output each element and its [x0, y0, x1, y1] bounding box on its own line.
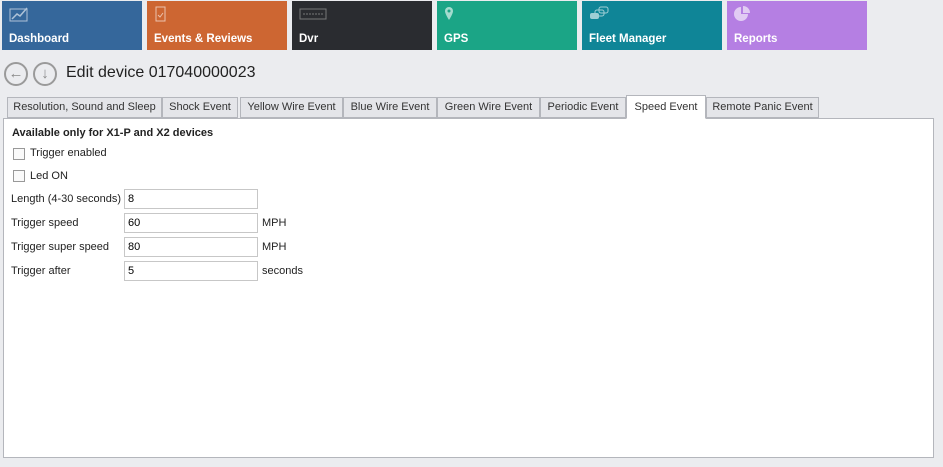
- tile-label: Fleet Manager: [589, 33, 667, 45]
- merge-logo-icon: [299, 8, 327, 20]
- length-label: Length (4-30 seconds): [11, 193, 122, 205]
- tile-label: Events & Reviews: [154, 33, 253, 45]
- tile-label: Dvr: [299, 33, 319, 45]
- length-input[interactable]: [124, 189, 258, 209]
- tab-green-wire-event[interactable]: Green Wire Event: [437, 97, 540, 118]
- tile-events-reviews[interactable]: Events & Reviews: [147, 1, 287, 50]
- tab-speed-event[interactable]: Speed Event: [626, 95, 706, 119]
- tile-label: GPS: [444, 33, 469, 45]
- tile-label: Reports: [734, 33, 778, 45]
- tab-remote-panic-event[interactable]: Remote Panic Event: [706, 97, 819, 118]
- trigger-speed-input[interactable]: [124, 213, 258, 233]
- tab-yellow-wire-event[interactable]: Yellow Wire Event: [240, 97, 343, 118]
- trigger-after-unit: seconds: [262, 265, 303, 277]
- tile-label: Dashboard: [9, 33, 70, 45]
- cars-icon: [590, 6, 609, 19]
- trigger-after-input[interactable]: [124, 261, 258, 281]
- tab-resolution-sound-sleep[interactable]: Resolution, Sound and Sleep: [7, 97, 162, 118]
- trigger-super-speed-label: Trigger super speed: [11, 241, 110, 253]
- led-on-label: Led ON: [30, 170, 68, 182]
- tab-shock-event[interactable]: Shock Event: [162, 97, 238, 118]
- tile-dvr[interactable]: Dvr: [292, 1, 432, 50]
- tab-blue-wire-event[interactable]: Blue Wire Event: [343, 97, 437, 118]
- pie-chart-icon: [734, 6, 750, 21]
- down-arrow-icon[interactable]: ↓: [33, 62, 57, 86]
- trigger-enabled-checkbox[interactable]: [13, 148, 25, 160]
- tile-gps[interactable]: GPS: [437, 1, 577, 50]
- back-arrow-icon[interactable]: ←: [4, 62, 28, 86]
- trigger-super-speed-unit: MPH: [262, 241, 287, 253]
- tile-fleet-manager[interactable]: Fleet Manager: [582, 1, 722, 50]
- map-pin-icon: [445, 7, 453, 20]
- page-title: Edit device 017040000023: [66, 64, 256, 81]
- section-header: Available only for X1-P and X2 devices: [12, 127, 214, 139]
- led-on-checkbox[interactable]: [13, 170, 25, 182]
- tile-dashboard[interactable]: Dashboard: [2, 1, 142, 50]
- trigger-speed-unit: MPH: [262, 217, 287, 229]
- clipboard-check-icon: [155, 6, 166, 22]
- tile-reports[interactable]: Reports: [727, 1, 867, 50]
- trigger-after-label: Trigger after: [11, 265, 71, 277]
- trigger-enabled-label: Trigger enabled: [30, 147, 107, 159]
- trigger-super-speed-input[interactable]: [124, 237, 258, 257]
- tab-periodic-event[interactable]: Periodic Event: [540, 97, 626, 118]
- trigger-speed-label: Trigger speed: [11, 217, 79, 229]
- chart-line-icon: [9, 7, 28, 22]
- speed-event-panel: Available only for X1-P and X2 devices T…: [3, 118, 934, 458]
